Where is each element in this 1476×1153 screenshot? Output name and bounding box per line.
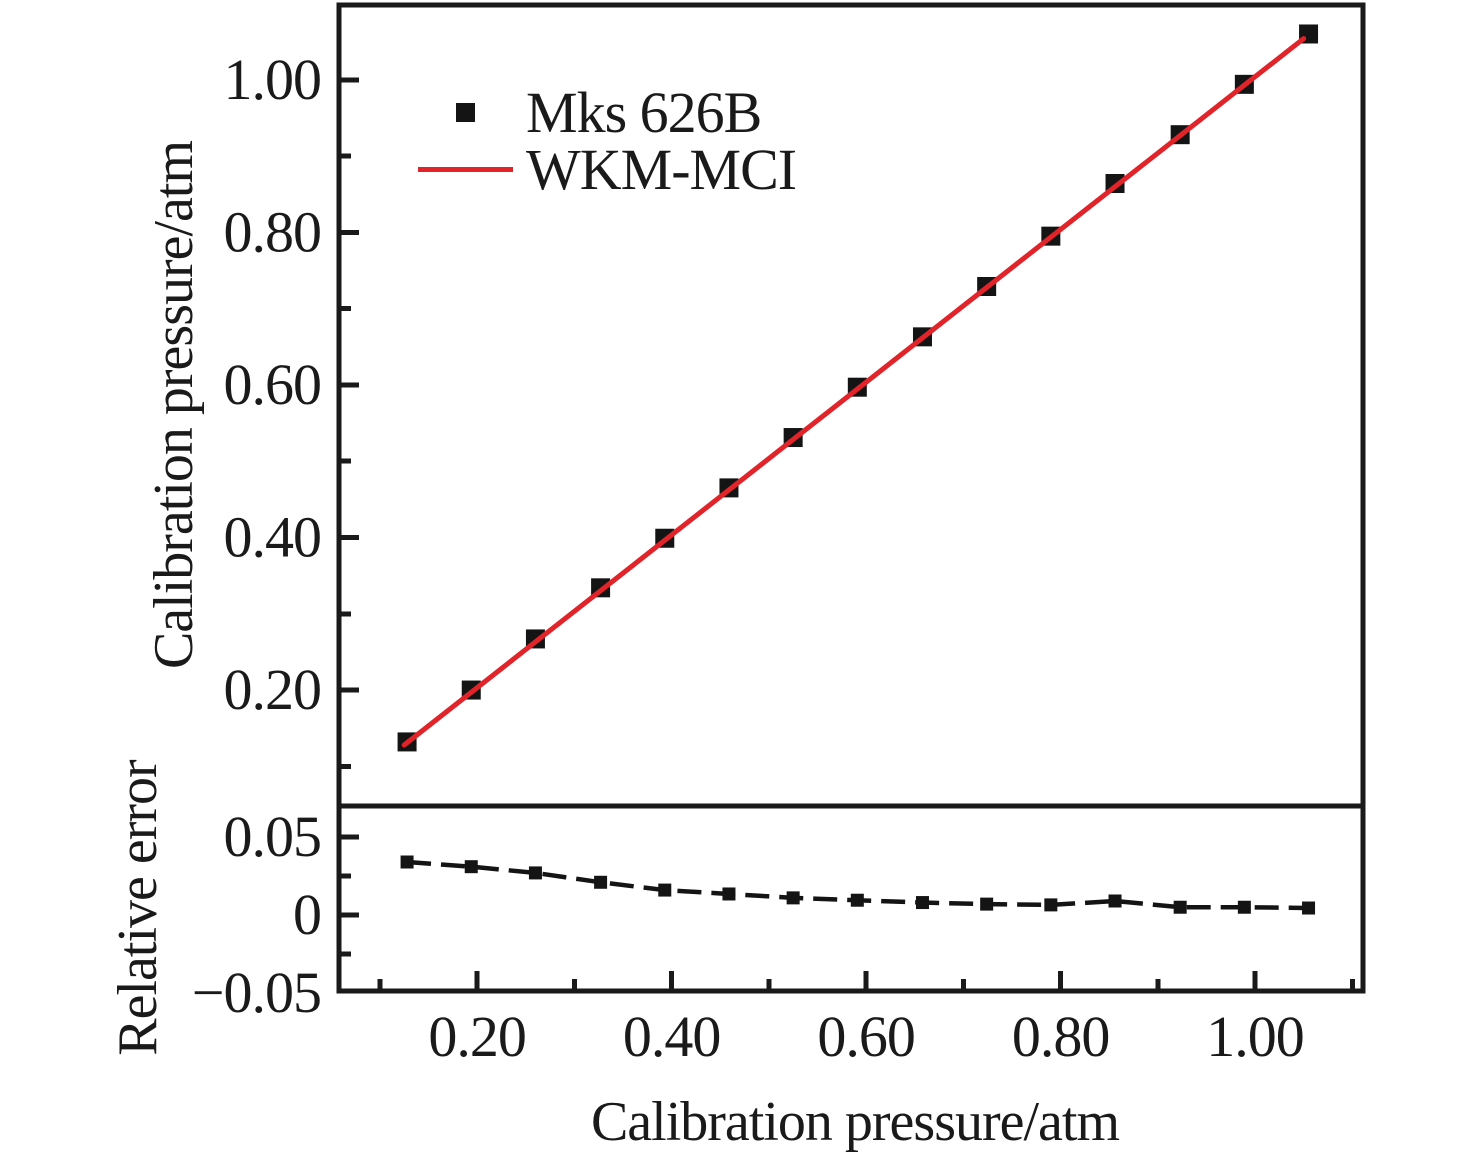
error-data-marker xyxy=(786,891,800,905)
x-tick-label: 1.00 xyxy=(1206,1004,1304,1069)
x-tick-label: 0.40 xyxy=(623,1004,721,1069)
y-tick-label: 1.00 xyxy=(224,47,322,112)
y-tick-label: 0.20 xyxy=(224,657,322,722)
error-data-marker xyxy=(1108,894,1122,908)
y-tick-label: 0.40 xyxy=(224,504,322,569)
legend-swatch xyxy=(418,103,513,122)
error-data-marker xyxy=(594,875,608,889)
bottom-panel-frame xyxy=(336,803,1366,994)
legend-label-wkm-mci: WKM-MCI xyxy=(526,137,797,202)
error-data-marker xyxy=(1237,900,1251,914)
y-tick-label: 0.60 xyxy=(224,352,322,417)
y-tick-label: 0 xyxy=(293,882,321,947)
error-data-marker xyxy=(1044,898,1058,912)
x-tick-label: 0.60 xyxy=(817,1004,915,1069)
error-data-marker xyxy=(1173,900,1187,914)
y-tick-label: 0.05 xyxy=(224,804,322,869)
error-data-marker xyxy=(850,893,864,907)
error-data-marker xyxy=(528,866,542,880)
y-tick-label: 0.80 xyxy=(224,199,322,264)
line-sample-icon xyxy=(418,167,513,172)
legend-entry-wkm-mci: WKM-MCI xyxy=(418,137,797,202)
y-tick-label: −0.05 xyxy=(192,960,321,1025)
error-data-marker xyxy=(464,860,478,874)
legend-entry-mks626b: Mks 626B xyxy=(418,80,796,145)
error-data-marker xyxy=(915,896,929,910)
x-tick-label: 0.80 xyxy=(1012,1004,1110,1069)
x-axis-title: Calibration pressure/atm xyxy=(590,1091,1120,1153)
error-data-marker xyxy=(1302,901,1316,915)
wkm-mci-fit-line xyxy=(401,36,1307,748)
error-data-marker xyxy=(658,883,672,897)
legend-swatch xyxy=(418,167,513,172)
square-marker-icon xyxy=(456,103,475,122)
x-tick-label: 0.20 xyxy=(428,1004,526,1069)
legend: Mks 626B WKM-MCI xyxy=(418,80,797,202)
error-data-marker xyxy=(722,887,736,901)
y-axis-title-bottom: Relative error xyxy=(107,760,169,1056)
error-data-marker xyxy=(400,855,414,869)
legend-label-mks626b: Mks 626B xyxy=(526,80,762,145)
error-data-marker xyxy=(980,897,994,911)
